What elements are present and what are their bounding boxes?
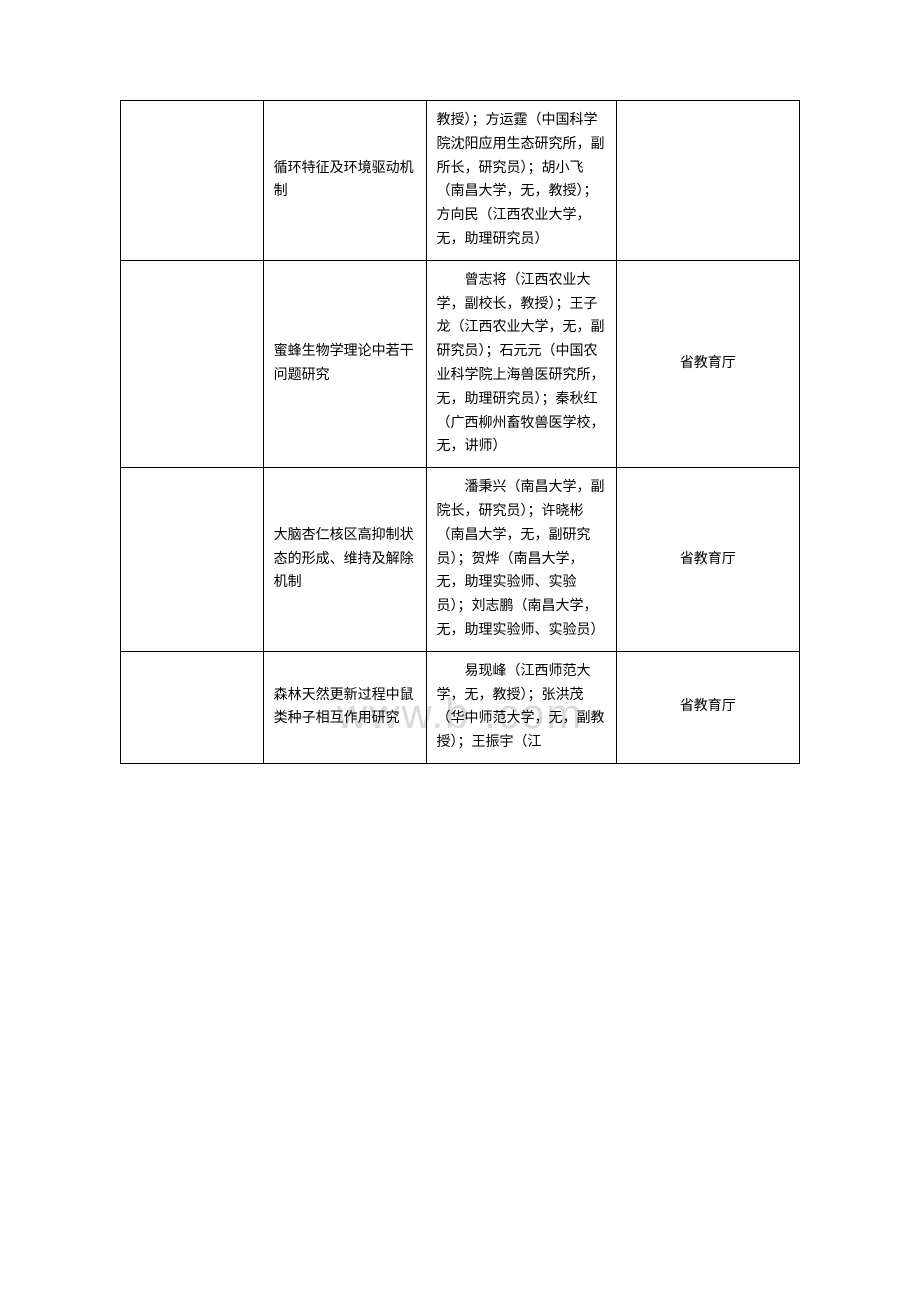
table-row: 森林天然更新过程中鼠类种子相互作用研究 易现峰（江西师范大学，无，教授）；张洪茂… xyxy=(121,651,800,763)
table-cell-contributors: 教授）；方运霆（中国科学院沈阳应用生态研究所，副所长，研究员）；胡小飞（南昌大学… xyxy=(426,101,616,261)
table-cell-col1 xyxy=(121,101,264,261)
table-cell-col1 xyxy=(121,468,264,652)
table-row: 蜜蜂生物学理论中若干问题研究 曾志将（江西农业大学，副校长，教授）；王子龙（江西… xyxy=(121,260,800,467)
table-cell-contributors: 潘秉兴（南昌大学，副院长，研究员）；许晓彬（南昌大学，无，副研究员）；贺烨（南昌… xyxy=(426,468,616,652)
table-cell-recommender: 省教育厅 xyxy=(616,468,799,652)
table-cell-contributors: 曾志将（江西农业大学，副校长，教授）；王子龙（江西农业大学，无，副研究员）；石元… xyxy=(426,260,616,467)
table-cell-col1 xyxy=(121,260,264,467)
table-cell-recommender: 省教育厅 xyxy=(616,260,799,467)
table-cell-recommender xyxy=(616,101,799,261)
table-cell-project-name: 循环特征及环境驱动机制 xyxy=(263,101,426,261)
table-cell-contributors: 易现峰（江西师范大学，无，教授）；张洪茂（华中师范大学，无，副教授）；王振宇（江 xyxy=(426,651,616,763)
table-row: 大脑杏仁核区高抑制状态的形成、维持及解除机制 潘秉兴（南昌大学，副院长，研究员）… xyxy=(121,468,800,652)
table-cell-project-name: 蜜蜂生物学理论中若干问题研究 xyxy=(263,260,426,467)
table-cell-project-name: 森林天然更新过程中鼠类种子相互作用研究 xyxy=(263,651,426,763)
table-row: 循环特征及环境驱动机制 教授）；方运霆（中国科学院沈阳应用生态研究所，副所长，研… xyxy=(121,101,800,261)
table-cell-col1 xyxy=(121,651,264,763)
table-cell-recommender: 省教育厅 xyxy=(616,651,799,763)
table-cell-project-name: 大脑杏仁核区高抑制状态的形成、维持及解除机制 xyxy=(263,468,426,652)
data-table: 循环特征及环境驱动机制 教授）；方运霆（中国科学院沈阳应用生态研究所，副所长，研… xyxy=(120,100,800,764)
